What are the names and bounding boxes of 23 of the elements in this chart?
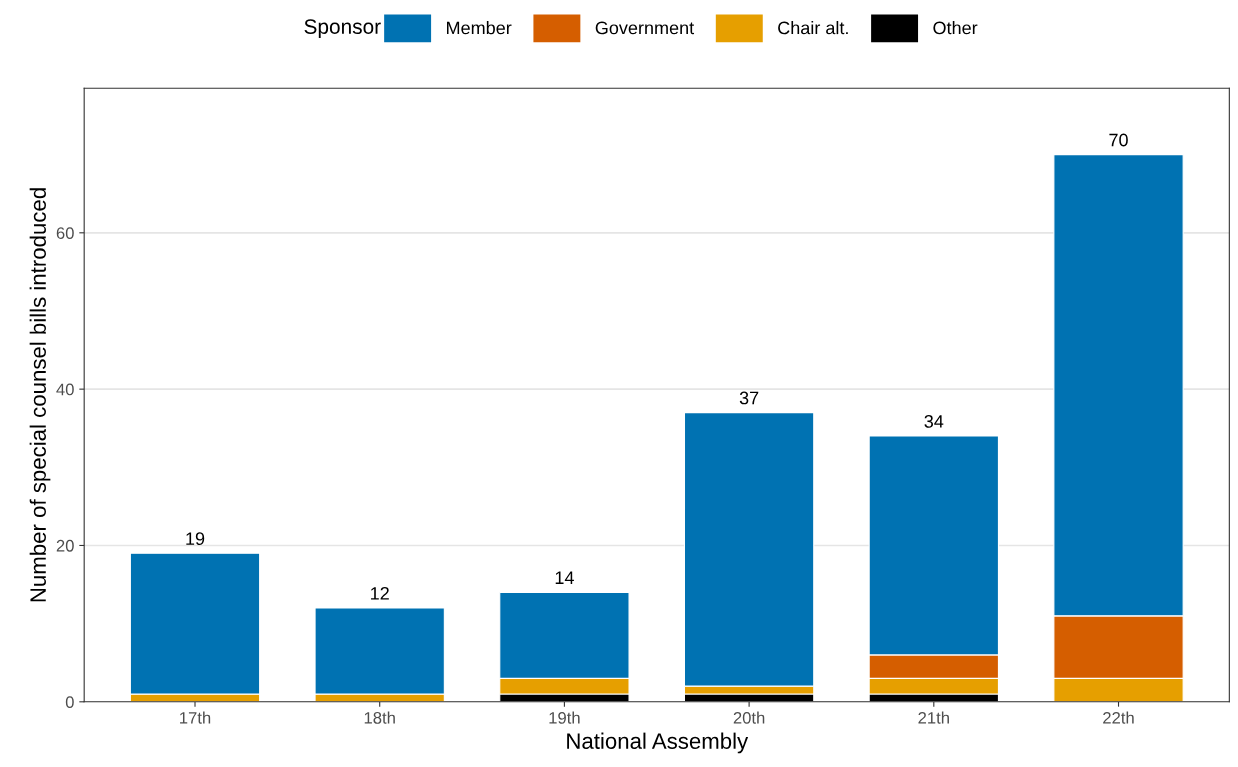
y-tick-label: 60 bbox=[56, 227, 74, 240]
x-tick-label: 22th bbox=[1103, 711, 1134, 724]
total-label: 34 bbox=[924, 415, 944, 428]
x-tick-label: 18th bbox=[364, 711, 395, 724]
x-tick-label: 17th bbox=[180, 711, 211, 724]
total-label: 37 bbox=[739, 391, 759, 405]
legend-title: Sponsor bbox=[304, 19, 381, 39]
total-label: 70 bbox=[1109, 133, 1128, 147]
legend-label: Other bbox=[933, 21, 978, 35]
legend-label: Chair alt. bbox=[778, 21, 848, 35]
total-label: 19 bbox=[186, 532, 205, 546]
x-axis-title: National Assembly bbox=[567, 732, 749, 754]
y-axis-title: Number of special counsel bills introduced bbox=[29, 188, 51, 602]
x-tick-label: 21th bbox=[918, 711, 949, 724]
total-label: 12 bbox=[371, 586, 389, 600]
y-tick-label: 40 bbox=[56, 383, 74, 396]
y-tick-label: 0 bbox=[65, 696, 74, 709]
total-label: 14 bbox=[555, 571, 574, 584]
y-tick-label: 20 bbox=[56, 539, 74, 552]
legend-label: Government bbox=[595, 21, 695, 35]
x-tick-label: 20th bbox=[733, 711, 765, 724]
x-tick-label: 19th bbox=[549, 711, 580, 724]
legend-label: Member bbox=[447, 21, 512, 35]
